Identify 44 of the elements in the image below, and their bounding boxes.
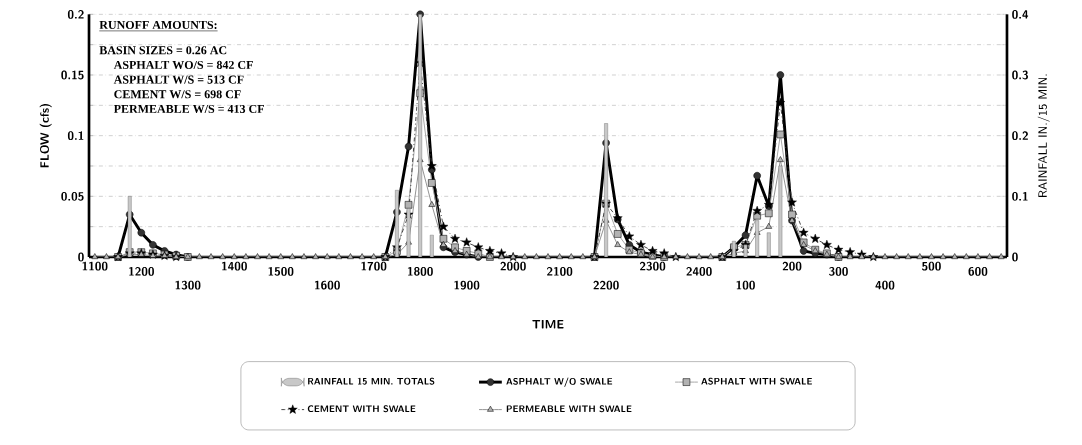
- y2-tick-label: 0: [1012, 252, 1018, 262]
- x-tick-label: 1500: [268, 266, 294, 276]
- annotation: ASPHALT WO/S = 842 CF: [113, 60, 253, 70]
- x-tick-label: 1400: [221, 261, 247, 271]
- x-tick-label: 2400: [686, 266, 712, 276]
- x-tick-label: 2300: [639, 261, 666, 271]
- annotation: BASIN SIZES = 0.26 AC: [99, 46, 227, 55]
- x-tick-label: 2100: [546, 266, 573, 276]
- y2-tick-label: 0.1: [1012, 191, 1028, 201]
- legend-label: CEMENT WITH SWALE: [307, 405, 416, 413]
- annotation: RUNOFF AMOUNTS:: [99, 20, 217, 30]
- x-tick-label: 1700: [361, 261, 387, 271]
- y-axis-title: FLOW (cfs): [39, 103, 52, 168]
- annotation: PERMEABLE W/S = 413 CF: [113, 104, 264, 114]
- x-tick-label: 1800: [407, 266, 433, 276]
- legend-label: RAINFALL 15 MIN. TOTALS: [308, 377, 435, 385]
- x-tick-label: 200: [782, 261, 802, 271]
- x-tick-label: 1300: [175, 280, 201, 290]
- x-axis-title: TIME: [532, 320, 564, 329]
- x-tick-label: 100: [736, 280, 755, 290]
- x-tick-label: 1100: [82, 261, 108, 271]
- y2-tick-label: 0.4: [1012, 9, 1029, 19]
- y-tick-label: 0: [78, 252, 84, 262]
- annotation: ASPHALT W/S = 513 CF: [113, 75, 244, 84]
- y-tick-label: 0.1: [67, 131, 84, 141]
- y2-tick-label: 0.2: [1012, 131, 1028, 141]
- x-tick-label: 500: [921, 261, 941, 271]
- x-tick-label: 1600: [314, 280, 340, 290]
- x-tick-label: 2000: [500, 261, 526, 271]
- y-tick-label: 0.05: [61, 191, 84, 201]
- x-tick-label: 1200: [129, 266, 154, 276]
- x-tick-label: 2200: [593, 280, 619, 290]
- annotation: CEMENT W/S = 698 CF: [114, 90, 241, 99]
- y2-tick-label: 0.3: [1012, 70, 1029, 80]
- x-tick-label: 300: [829, 266, 848, 276]
- x-tick-label: 600: [968, 266, 988, 276]
- legend-label: PERMEABLE WITH SWALE: [506, 405, 632, 413]
- x-tick-label: 400: [875, 280, 895, 290]
- legend-label: ASPHALT W/O SWALE: [506, 377, 613, 387]
- legend-label: ASPHALT WITH SWALE: [701, 377, 812, 385]
- y-tick-label: 0.2: [67, 9, 84, 19]
- y-tick-label: 0.15: [61, 70, 84, 80]
- x-tick-label: 1900: [454, 280, 480, 290]
- y2-axis-title: RAINFALL IN./15 MIN.: [1037, 74, 1050, 197]
